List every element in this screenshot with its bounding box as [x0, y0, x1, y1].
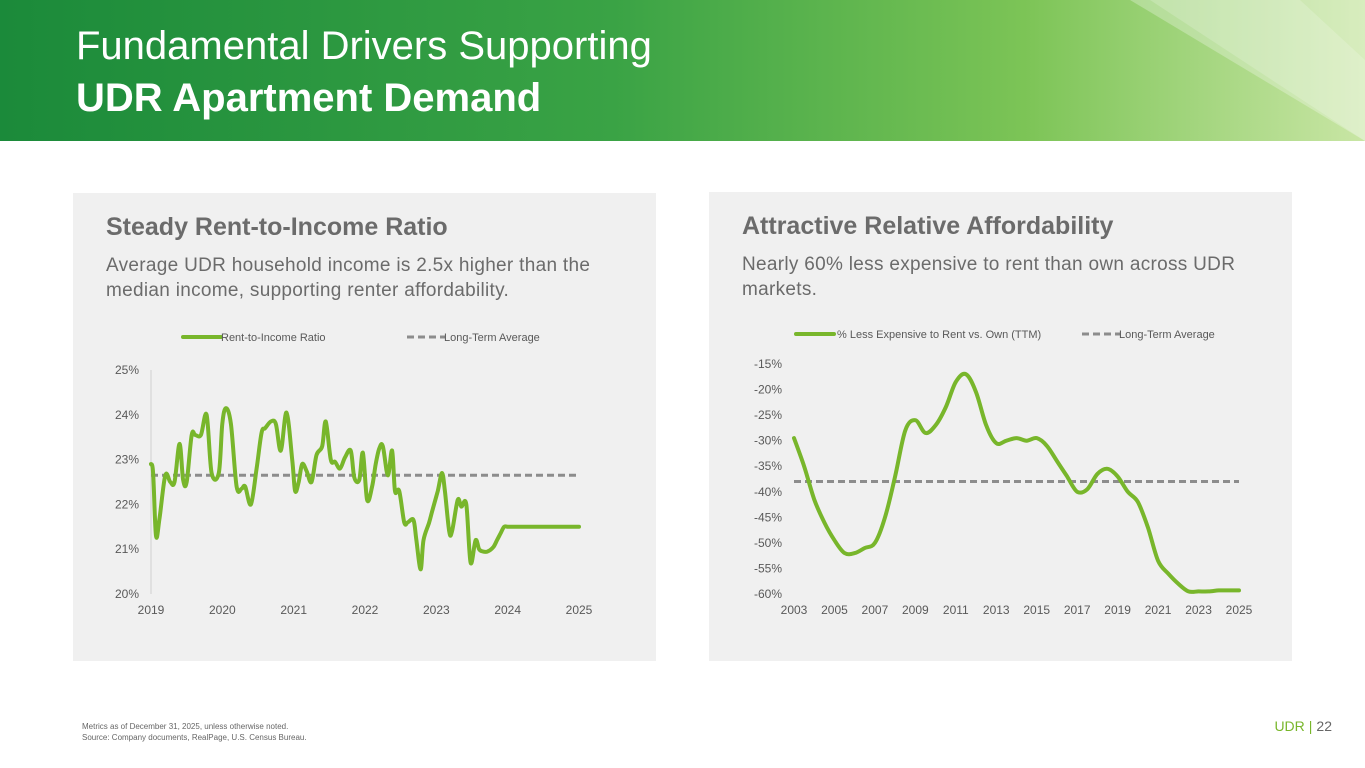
legend-label-average: Long-Term Average [444, 332, 540, 344]
x-tick-label: 2003 [781, 603, 808, 617]
footnote-source: Source: Company documents, RealPage, U.S… [82, 733, 307, 742]
y-tick-label: -20% [754, 383, 782, 397]
x-tick-label: 2024 [494, 603, 521, 617]
series-line [792, 371, 1241, 594]
footnote: Metrics as of December 31, 2025, unless … [82, 721, 307, 743]
rent-to-income-heading: Steady Rent-to-Income Ratio [106, 213, 448, 241]
y-tick-label: 24% [115, 408, 139, 422]
y-tick-label: 23% [115, 453, 139, 467]
legend-label-series: % Less Expensive to Rent vs. Own (TTM) [837, 329, 1041, 341]
x-tick-label: 2019 [1104, 603, 1131, 617]
x-tick-label: 2005 [821, 603, 848, 617]
footer-separator: | [1308, 718, 1313, 734]
y-tick-label: 20% [115, 587, 139, 601]
page-title-line2: UDR Apartment Demand [76, 76, 542, 120]
x-tick-label: 2023 [1185, 603, 1212, 617]
rent-to-income-chart: Rent-to-Income Ratio Long-Term Average 20%… [115, 332, 593, 617]
x-tick-label: 2022 [352, 603, 379, 617]
x-tick-label: 2025 [566, 603, 593, 617]
x-tick-label: 2017 [1064, 603, 1091, 617]
x-tick-label: 2025 [1226, 603, 1253, 617]
y-tick-label: -30% [754, 434, 782, 448]
y-tick-label: -25% [754, 408, 782, 422]
x-tick-label: 2013 [983, 603, 1010, 617]
x-tick-label: 2009 [902, 603, 929, 617]
footnote-metrics: Metrics as of December 31, 2025, unless … [82, 722, 289, 731]
y-tick-label: -45% [754, 510, 782, 524]
y-tick-label: -60% [754, 587, 782, 601]
footer-brand: UDR [1274, 718, 1305, 734]
rent-to-income-subtitle: Average UDR household income is 2.5x hig… [106, 255, 591, 301]
x-tick-label: 2015 [1023, 603, 1050, 617]
x-tick-label: 2023 [423, 603, 450, 617]
page-footer: UDR | 22 [1274, 718, 1332, 734]
y-tick-label: -35% [754, 459, 782, 473]
x-tick-label: 2011 [943, 603, 969, 617]
y-tick-label: -15% [754, 357, 782, 371]
x-tick-label: 2021 [280, 603, 307, 617]
y-tick-label: 22% [115, 497, 139, 511]
y-tick-label: 21% [115, 542, 139, 556]
legend-label-series: Rent-to-Income Ratio [221, 332, 326, 344]
y-tick-label: -55% [754, 561, 782, 575]
affordability-chart: % Less Expensive to Rent vs. Own (TTM) Lo… [754, 329, 1253, 617]
x-tick-label: 2019 [138, 603, 165, 617]
x-tick-label: 2021 [1145, 603, 1172, 617]
x-tick-label: 2007 [862, 603, 889, 617]
affordability-panel: Attractive Relative Affordability Nearly… [709, 192, 1292, 661]
x-tick-label: 2020 [209, 603, 236, 617]
y-tick-label: 25% [115, 363, 139, 377]
page-number: 22 [1316, 718, 1332, 734]
page-title-line1: Fundamental Drivers Supporting [76, 24, 652, 68]
affordability-subtitle: Nearly 60% less expensive to rent than o… [742, 254, 1236, 300]
y-tick-label: -50% [754, 536, 782, 550]
affordability-heading: Attractive Relative Affordability [742, 212, 1114, 240]
y-tick-label: -40% [754, 485, 782, 499]
series-line [149, 406, 581, 572]
banner-decoration [1130, 0, 1365, 141]
legend-label-average: Long-Term Average [1119, 329, 1215, 341]
rent-to-income-panel: Steady Rent-to-Income Ratio Average UDR … [73, 193, 656, 661]
header-banner: Fundamental Drivers Supporting UDR Apart… [0, 0, 1365, 141]
